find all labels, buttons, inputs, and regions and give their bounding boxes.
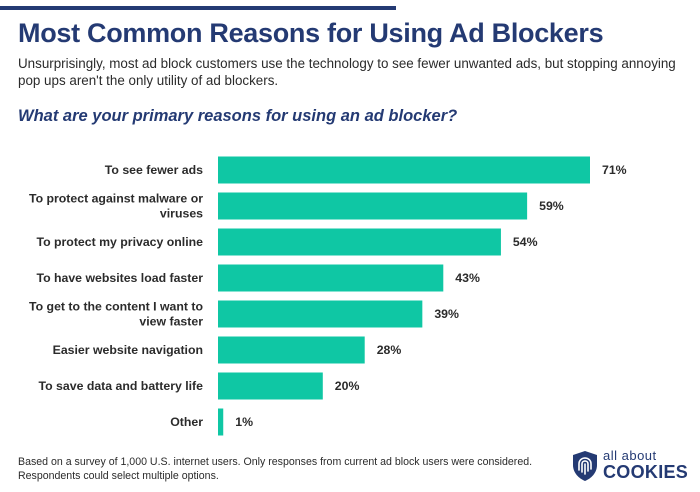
chart-title: Most Common Reasons for Using Ad Blocker… bbox=[18, 18, 604, 48]
value-label-7: 1% bbox=[235, 415, 253, 429]
bar-2 bbox=[218, 228, 501, 256]
category-label-6: To save data and battery life bbox=[39, 379, 204, 393]
value-label-4: 39% bbox=[434, 307, 459, 321]
bar-3 bbox=[218, 264, 444, 292]
shield-fingerprint-icon bbox=[573, 451, 597, 481]
bar-chart: To see fewer ads 71% To protect against ma… bbox=[29, 156, 627, 436]
category-label-0: To see fewer ads bbox=[105, 163, 203, 177]
chart-subtitle: Unsurprisingly, most ad block customers … bbox=[18, 56, 676, 88]
value-label-0: 71% bbox=[602, 163, 627, 177]
bar-7 bbox=[218, 408, 224, 436]
value-label-1: 59% bbox=[539, 199, 564, 213]
value-label-5: 28% bbox=[377, 343, 402, 357]
bar-6 bbox=[218, 372, 323, 400]
category-label-5: Easier website navigation bbox=[53, 343, 203, 357]
category-label-1: To protect against malware or viruses bbox=[29, 192, 203, 221]
survey-question: What are your primary reasons for using … bbox=[18, 107, 458, 125]
bar-1 bbox=[218, 192, 528, 220]
survey-note: Based on a survey of 1,000 U.S. internet… bbox=[18, 456, 533, 482]
category-label-7: Other bbox=[170, 415, 203, 429]
top-accent-rule bbox=[0, 6, 396, 10]
bar-0 bbox=[218, 156, 590, 184]
all-about-cookies-logo: all about COOKIES bbox=[571, 448, 689, 486]
value-label-2: 54% bbox=[513, 235, 538, 249]
category-label-2: To protect my privacy online bbox=[36, 235, 203, 249]
category-label-4: To get to the content I want to view fast… bbox=[29, 300, 203, 329]
logo-text-bottom: COOKIES bbox=[603, 462, 689, 482]
category-label-3: To have websites load faster bbox=[36, 271, 203, 285]
bar-4 bbox=[218, 300, 423, 328]
value-label-3: 43% bbox=[455, 271, 480, 285]
bar-5 bbox=[218, 336, 365, 364]
value-label-6: 20% bbox=[335, 379, 360, 393]
logo-text-top: all about bbox=[603, 448, 657, 463]
